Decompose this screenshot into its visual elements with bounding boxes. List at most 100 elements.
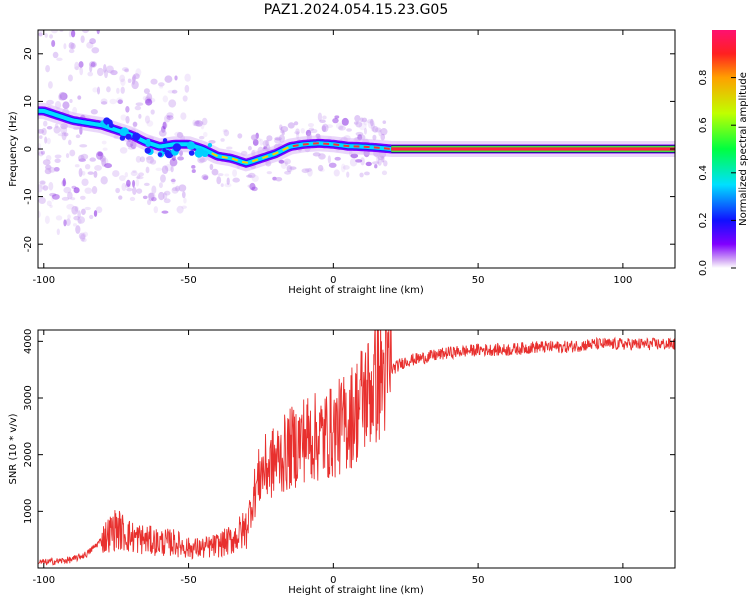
spectrogram-noise-blob bbox=[139, 156, 146, 163]
spectrogram-noise-blob bbox=[46, 137, 51, 145]
spectrogram-noise-blob bbox=[46, 200, 52, 207]
spectrogram-noise-blob bbox=[211, 168, 219, 176]
spectrogram-noise-blob bbox=[183, 197, 187, 204]
spectrogram-noise-blob bbox=[45, 64, 51, 73]
spectrogram-noise-blob bbox=[136, 174, 141, 179]
spectrogram-noise-blob bbox=[247, 145, 252, 151]
spectrogram-noise-blob bbox=[78, 154, 85, 162]
spectrogram-noise-blob bbox=[350, 153, 359, 159]
spectrogram-noise-blob bbox=[68, 139, 72, 146]
spectrogram-noise-blob bbox=[68, 48, 75, 54]
spectrogram-noise-blob bbox=[359, 172, 364, 178]
spectrogram-noise-blob bbox=[78, 61, 84, 68]
snr-ytick-label: 3000 bbox=[23, 385, 34, 410]
spectrogram-noise-blob bbox=[75, 134, 81, 139]
spectrogram-noise-blob bbox=[174, 131, 182, 137]
snr-ytick-label: 2000 bbox=[23, 442, 34, 467]
spectrogram-noise-blob bbox=[38, 143, 42, 150]
spectrogram-noise-blob bbox=[171, 154, 176, 161]
spectrogram-ytick-label: 20 bbox=[23, 47, 34, 60]
spectrogram-ridge-blob bbox=[119, 129, 127, 136]
spectrogram-noise-blob bbox=[47, 20, 52, 26]
spectrogram-noise-blob bbox=[151, 185, 157, 194]
spectrogram-noise-blob bbox=[134, 105, 142, 111]
spectrogram-noise-blob bbox=[44, 17, 50, 26]
spectrogram-noise-blob bbox=[89, 157, 96, 162]
spectrogram-ridge-blob bbox=[157, 152, 163, 157]
spectrogram-noise-blob bbox=[193, 121, 201, 127]
spectrogram-noise-blob bbox=[171, 177, 176, 185]
spectrogram-noise-blob bbox=[192, 119, 197, 127]
spectrogram-noise-blob bbox=[54, 123, 59, 129]
spectrogram-noise-blob bbox=[349, 158, 358, 167]
spectrogram-xlabel: Height of straight line (km) bbox=[288, 285, 424, 296]
spectrogram-noise-blob bbox=[70, 197, 76, 201]
spectrogram-noise-blob bbox=[61, 196, 70, 201]
spectrogram-noise-blob bbox=[200, 121, 205, 130]
spectrogram-noise-blob bbox=[338, 125, 344, 131]
spectrogram-noise-blob bbox=[40, 150, 45, 155]
spectrogram-noise-blob bbox=[171, 89, 178, 94]
spectrogram-xtick-label: -100 bbox=[32, 275, 55, 286]
spectrogram-noise-blob bbox=[45, 154, 52, 161]
spectrogram-noise-blob bbox=[191, 169, 196, 173]
spectrogram-ridge-blob bbox=[164, 150, 171, 156]
snr-ylabel: SNR (10 * v/v) bbox=[8, 413, 19, 484]
spectrogram-noise-blob bbox=[168, 99, 177, 108]
spectrogram-noise-blob bbox=[158, 129, 167, 137]
spectrogram-noise-blob bbox=[102, 147, 108, 151]
spectrogram-noise-blob bbox=[259, 138, 264, 146]
spectrogram-noise-blob bbox=[131, 76, 136, 85]
spectrogram-noise-blob bbox=[333, 169, 340, 177]
spectrogram-ridge-core bbox=[221, 155, 228, 159]
spectrogram-noise-blob bbox=[278, 159, 285, 164]
spectrogram-noise-blob bbox=[184, 84, 190, 93]
spectrogram-noise-blob bbox=[265, 139, 270, 147]
spectrogram-noise-blob bbox=[91, 186, 98, 194]
spectrogram-noise-blob bbox=[38, 32, 43, 37]
spectrogram-noise-blob bbox=[372, 125, 379, 133]
spectrogram-noise-blob bbox=[57, 0, 63, 3]
spectrogram-noise-blob bbox=[262, 140, 269, 147]
spectrogram-noise-blob bbox=[51, 39, 56, 48]
spectrogram-ridge-core bbox=[343, 144, 350, 148]
spectrogram-noise-blob bbox=[67, 191, 73, 200]
spectrogram-ridge-core bbox=[231, 157, 239, 162]
spectrogram-noise-blob bbox=[372, 134, 377, 141]
spectrogram-noise-blob bbox=[55, 215, 63, 221]
spectrogram-ridge-blob bbox=[144, 147, 151, 154]
spectrogram-noise-blob bbox=[101, 140, 107, 145]
spectrogram-noise-blob bbox=[53, 125, 61, 134]
spectrogram-noise-blob bbox=[171, 186, 179, 194]
spectrogram-noise-blob bbox=[275, 177, 283, 182]
spectrogram-noise-blob bbox=[246, 174, 253, 178]
spectrogram-noise-blob bbox=[177, 156, 184, 161]
spectrogram-noise-blob bbox=[377, 155, 384, 160]
spectrogram-noise-blob bbox=[377, 158, 382, 166]
spectrogram-noise-blob bbox=[87, 171, 94, 175]
spectrogram-noise-blob bbox=[81, 178, 89, 186]
spectrogram-noise-blob bbox=[217, 173, 224, 177]
spectrogram-noise-blob bbox=[135, 179, 140, 187]
spectrogram-noise-blob bbox=[132, 169, 137, 173]
spectrogram-noise-blob bbox=[147, 192, 156, 199]
spectrogram-noise-blob bbox=[326, 124, 334, 129]
spectrogram-noise-blob bbox=[289, 166, 297, 170]
spectrogram-noise-blob bbox=[382, 120, 387, 125]
spectrogram-noise-blob bbox=[135, 68, 142, 77]
spectrogram-noise-blob bbox=[44, 215, 50, 225]
spectrogram-noise-blob bbox=[383, 160, 388, 167]
spectrogram-noise-blob bbox=[182, 95, 188, 102]
snr-panel: -100 -50 0 50 100 1000 2000 3000 4000 Height of … bbox=[8, 329, 676, 596]
spectrogram-noise-blob bbox=[75, 225, 81, 234]
spectrogram-noise-blob bbox=[45, 164, 52, 170]
spectrogram-noise-blob bbox=[380, 128, 388, 136]
spectrogram-noise-blob bbox=[283, 158, 291, 165]
spectrogram-noise-blob bbox=[147, 199, 152, 206]
spectrogram-noise-blob bbox=[74, 66, 82, 71]
spectrogram-noise-blob bbox=[81, 30, 90, 34]
spectrogram-noise-blob bbox=[65, 153, 70, 159]
spectrogram-noise-blob bbox=[109, 98, 117, 105]
spectrogram-noise-blob bbox=[355, 131, 364, 136]
